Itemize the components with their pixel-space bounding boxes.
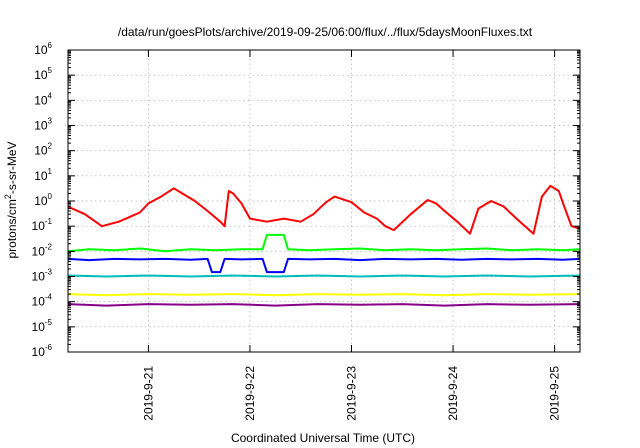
series-line-5 [67, 293, 581, 297]
series-line-4 [67, 274, 581, 278]
y-tick-label: 10-2 [32, 242, 53, 258]
series-line-1 [67, 184, 581, 235]
x-axis-label: Coordinated Universal Time (UTC) [231, 431, 415, 445]
x-tick-label: 2019-9-24 [446, 366, 460, 421]
series-line-3 [67, 257, 581, 274]
chart-title: /data/run/goesPlots/archive/2019-09-25/0… [118, 25, 533, 39]
x-axis: 2019-9-21 2019-9-22 2019-9-23 2019-9-24 2019… [141, 50, 562, 421]
y-tick-label: 106 [34, 41, 52, 57]
y-tick-label: 10-5 [32, 318, 53, 334]
series-line-2 [67, 233, 581, 253]
x-tick-label: 2019-9-21 [141, 366, 155, 421]
y-tick-label: 104 [34, 91, 52, 107]
y-tick-label: 103 [34, 117, 52, 133]
x-tick-label: 2019-9-22 [243, 366, 257, 421]
y-tick-label: 10-1 [32, 217, 53, 233]
y-tick-label: 10-3 [32, 268, 53, 284]
y-tick-label: 105 [34, 66, 52, 82]
x-tick-label: 2019-9-25 [548, 366, 562, 421]
grid [68, 50, 580, 352]
y-tick-label: 100 [34, 192, 52, 208]
y-axis: 10-6 10-5 10-4 10-3 10-2 10-1 100 101 102 103 104 1… [32, 41, 580, 359]
y-tick-label: 10-6 [32, 343, 53, 359]
series-line-6 [67, 303, 581, 307]
y-tick-label: 10-4 [32, 293, 53, 309]
y-tick-label: 102 [34, 142, 52, 158]
series-layer [67, 184, 581, 307]
x-tick-label: 2019-9-23 [345, 366, 359, 421]
y-axis-label: protons/cm2-s-sr-MeV [3, 141, 19, 258]
y-tick-label: 101 [34, 167, 52, 183]
